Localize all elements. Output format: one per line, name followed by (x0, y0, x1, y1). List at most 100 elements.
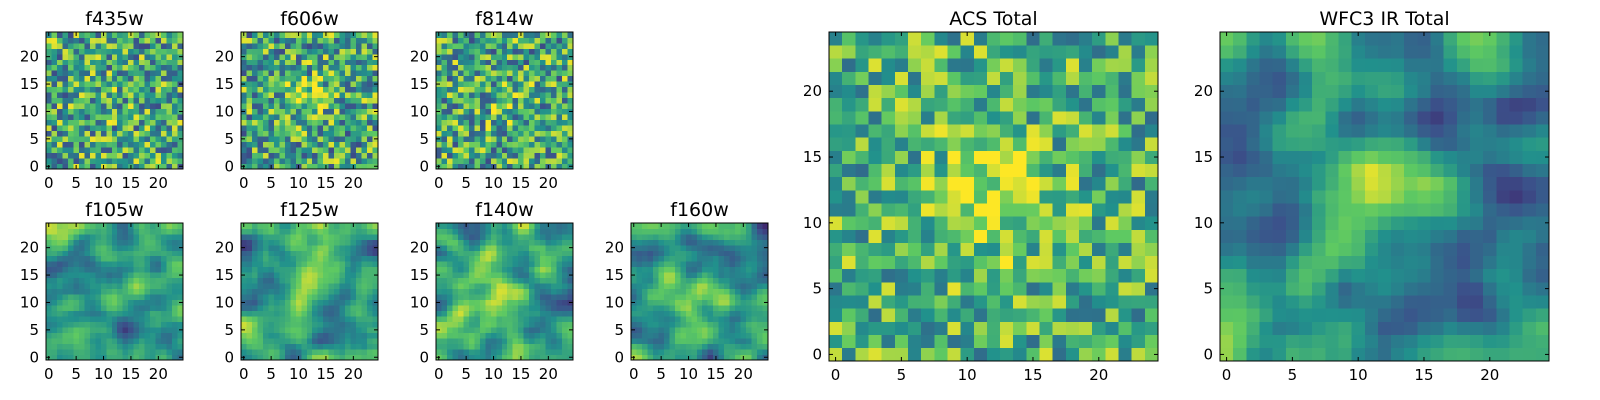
heatmap-cell (446, 244, 453, 251)
heatmap-cell (279, 299, 286, 306)
heatmap-cell (372, 233, 379, 240)
heatmap-cell (474, 288, 481, 295)
heatmap-cell (479, 327, 486, 333)
heatmap-cell (356, 310, 362, 317)
heatmap-cell (663, 244, 670, 251)
heatmap-cell (317, 228, 324, 235)
x-tick-label: 0 (629, 365, 639, 383)
heatmap-cell (507, 288, 514, 295)
heatmap-cell (84, 42, 91, 49)
heatmap-cell (62, 119, 69, 126)
heatmap-cell (463, 70, 470, 77)
heatmap-cell (868, 282, 882, 296)
heatmap-cell (301, 305, 308, 312)
heatmap-cell (1144, 334, 1159, 349)
heatmap-cell (350, 338, 357, 344)
heatmap-cell (441, 147, 448, 153)
heatmap-cell (1026, 203, 1040, 217)
heatmap-cell (317, 70, 324, 77)
heatmap-cell (117, 114, 124, 121)
heatmap-cell (534, 147, 541, 153)
heatmap-cell (718, 255, 725, 262)
heatmap-cell (680, 239, 687, 246)
y-tick-label: 5 (419, 130, 429, 148)
heatmap-cell (1118, 295, 1133, 309)
heatmap-cell (652, 266, 659, 273)
heatmap-cell (139, 42, 145, 49)
heatmap-cell (551, 332, 557, 339)
heatmap-cell (496, 233, 503, 240)
heatmap-cell (262, 294, 269, 301)
heatmap-cell (144, 48, 151, 55)
heatmap-cell (562, 244, 568, 251)
heatmap-cell (631, 343, 637, 350)
heatmap-cell (56, 299, 63, 306)
heatmap-cell (166, 239, 173, 246)
heatmap-cell (757, 255, 763, 262)
heatmap-cell (529, 59, 535, 66)
heatmap-cell (658, 321, 665, 328)
heatmap-cell (133, 37, 140, 44)
heatmap-cell (507, 310, 514, 317)
y-tick-label: 20 (20, 239, 39, 257)
heatmap-cell (133, 42, 140, 49)
heatmap-cell (545, 332, 552, 339)
heatmap-cell (463, 261, 470, 268)
heatmap-cell (518, 152, 525, 159)
heatmap-cell (436, 42, 442, 49)
heatmap-cell (452, 233, 459, 240)
heatmap-cell (117, 343, 124, 350)
heatmap-cell (724, 310, 730, 317)
heatmap-cell (117, 332, 124, 339)
heatmap-cell (762, 277, 769, 284)
heatmap-cell (78, 125, 85, 131)
heatmap-cell (647, 354, 654, 361)
heatmap-cell (295, 277, 302, 284)
heatmap-cell (262, 92, 269, 99)
heatmap-cell (496, 103, 503, 110)
heatmap-cell (356, 321, 362, 328)
heatmap-cell (51, 272, 58, 279)
heatmap-cell (100, 136, 107, 142)
heatmap-cell (562, 64, 568, 71)
heatmap-cell (663, 299, 670, 306)
heatmap-cell (707, 310, 714, 317)
heatmap-cell (95, 158, 102, 164)
heatmap-cell (562, 266, 568, 273)
heatmap-cell (735, 255, 741, 262)
x-tick-label: 20 (734, 365, 753, 383)
heatmap-cell (479, 130, 486, 137)
heatmap-cell (144, 81, 151, 88)
heatmap-cell (468, 92, 475, 99)
heatmap-cell (652, 239, 659, 246)
heatmap-cell (350, 136, 357, 142)
heatmap-cell (881, 176, 896, 191)
heatmap-cell (855, 203, 869, 217)
heatmap-cell (691, 244, 698, 251)
heatmap-cell (67, 53, 74, 60)
heatmap-cell (663, 272, 670, 279)
heatmap-cell (934, 203, 948, 217)
heatmap-cell (268, 283, 275, 290)
heatmap-cell (663, 305, 670, 312)
heatmap-cell (312, 349, 319, 355)
heatmap-cell (166, 48, 173, 55)
axes-frame-f105w (45, 222, 184, 361)
heatmap-cell (529, 343, 535, 350)
heatmap-cell (842, 334, 856, 349)
heatmap-cell (139, 125, 145, 131)
heatmap-cell (100, 250, 107, 257)
heatmap-cell (647, 321, 654, 328)
heatmap-cell (556, 316, 563, 322)
heatmap-cell (507, 97, 514, 104)
heatmap-cell (457, 288, 464, 295)
heatmap-cell (100, 53, 107, 60)
heatmap-cell (501, 75, 508, 82)
heatmap-cell (67, 42, 74, 49)
heatmap-cell (345, 299, 351, 306)
heatmap-cell (95, 233, 102, 240)
heatmap-cell (177, 59, 184, 66)
heatmap-cell (724, 354, 730, 361)
heatmap-cell (117, 266, 124, 273)
heatmap-cell (106, 108, 113, 115)
